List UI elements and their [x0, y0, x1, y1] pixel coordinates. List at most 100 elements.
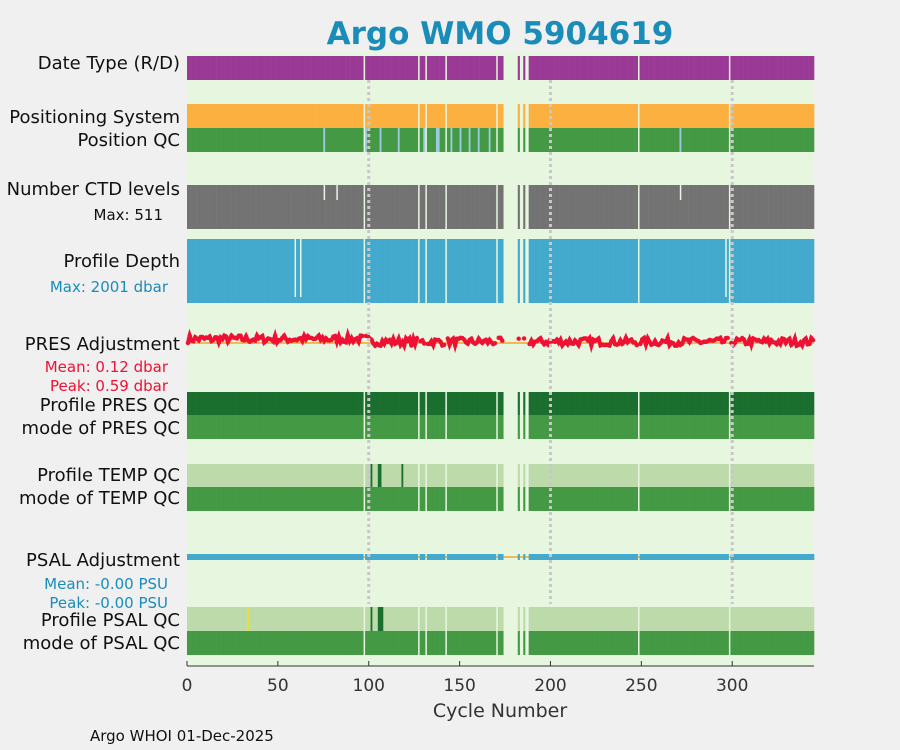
- bar-positioning-cycle-56: [288, 104, 291, 128]
- psal-adjustment-seg-203: [555, 554, 559, 560]
- bar-positioning-cycle-55: [286, 104, 290, 128]
- bar-mode_temp_qc-cycle-211: [570, 487, 573, 511]
- bar-profile_depth-cycle-21: [225, 239, 228, 303]
- bar-profile_psal_qc-cycle-51: [279, 607, 282, 631]
- bar-profile_depth-cycle-125: [414, 239, 417, 303]
- bar-date_type-cycle-157: [472, 56, 475, 80]
- bar-profile_depth-cycle-61: [297, 239, 300, 303]
- bar-mode_pres_qc-cycle-244: [630, 415, 633, 439]
- bar-mode_psal_qc-cycle-155: [468, 631, 471, 655]
- bar-profile_pres_qc-cycle-271: [679, 392, 682, 415]
- bar-date_type-cycle-159: [475, 56, 479, 80]
- bar-profile_psal_qc-cycle-204: [557, 607, 560, 631]
- bar-mode_psal_qc-cycle-273: [683, 631, 686, 655]
- bar-mode_temp_qc-cycle-226: [597, 487, 600, 511]
- psal-adjustment-seg-15: [214, 554, 217, 560]
- bar-mode_psal_qc-cycle-239: [621, 631, 624, 655]
- bar-profile_temp_qc-cycle-226: [597, 464, 600, 487]
- psal-adjustment-seg-217: [581, 554, 584, 560]
- bar-position_qc-cycle-14: [212, 128, 215, 152]
- bar-ctd_levels-cycle-333: [792, 185, 795, 229]
- bar-profile_temp_qc-cycle-134: [430, 464, 433, 487]
- bar-mode_temp_qc-cycle-25: [232, 487, 235, 511]
- bar-profile_psal_qc-cycle-120: [405, 607, 408, 631]
- bar-ctd_levels-cycle-164: [485, 185, 488, 229]
- bar-mode_temp_qc-cycle-130: [423, 487, 426, 511]
- bar-mode_psal_qc-cycle-68: [310, 631, 313, 655]
- bar-positioning-cycle-321: [770, 104, 773, 128]
- bar-profile_depth-cycle-113: [392, 239, 395, 303]
- bar-ctd_levels-cycle-294: [721, 185, 724, 229]
- bar-positioning-cycle-336: [797, 104, 800, 128]
- bar-mode_psal_qc-cycle-115: [396, 631, 399, 655]
- bar-ctd_levels-cycle-332: [790, 185, 793, 229]
- bar-positioning-cycle-297: [726, 104, 729, 128]
- bar-date_type-cycle-46: [270, 56, 273, 80]
- bar-profile_pres_qc-cycle-93: [356, 392, 359, 415]
- bar-mode_temp_qc-cycle-255: [650, 487, 653, 511]
- bar-positioning-cycle-30: [241, 104, 244, 128]
- bar-ctd_levels-cycle-263: [664, 185, 668, 229]
- bar-profile_depth-cycle-225: [595, 239, 599, 303]
- bar-profile_psal_qc-cycle-267: [672, 607, 675, 631]
- bar-profile_psal_qc-cycle-209: [566, 607, 569, 631]
- bar-positioning-cycle-42: [263, 104, 266, 128]
- bar-profile_temp_qc-cycle-301: [734, 464, 737, 487]
- bar-mode_temp_qc-cycle-0: [187, 487, 190, 511]
- bar-ctd_levels-cycle-171: [497, 185, 500, 229]
- psal-adjustment-seg-221: [588, 554, 591, 560]
- bar-mode_psal_qc-cycle-107: [381, 631, 384, 655]
- bar-positioning-cycle-333: [792, 104, 795, 128]
- bar-profile_psal_qc-cycle-83: [337, 607, 340, 631]
- psal-adjustment-seg-54: [285, 554, 288, 560]
- bar-mode_temp_qc-cycle-129: [421, 487, 424, 511]
- bar-profile_depth-cycle-227: [599, 239, 602, 303]
- bar-date_type-cycle-344: [812, 56, 815, 80]
- bar-profile_depth-cycle-315: [759, 239, 762, 303]
- bar-profile_pres_qc-cycle-310: [750, 392, 753, 415]
- bar-profile_psal_qc-cycle-182: [517, 607, 520, 631]
- bar-date_type-cycle-316: [761, 56, 764, 80]
- psal-adjustment-seg-37: [254, 554, 257, 560]
- bar-profile_temp_qc-cycle-214: [575, 464, 579, 487]
- bar-mode_psal_qc-cycle-304: [739, 631, 742, 655]
- bar-positioning-cycle-234: [612, 104, 615, 128]
- bar-positioning-cycle-169: [494, 104, 497, 128]
- bar-date_type-cycle-29: [239, 56, 242, 80]
- bar-mode_pres_qc-cycle-27: [236, 415, 239, 439]
- bar-profile_temp_qc-cycle-221: [588, 464, 591, 487]
- bar-ctd_levels-cycle-86: [343, 185, 346, 229]
- bar-profile_psal_qc-cycle-54: [285, 607, 288, 631]
- bar-profile_psal_qc-cycle-299: [730, 607, 733, 631]
- bar-mode_psal_qc-cycle-4: [194, 631, 197, 655]
- bar-date_type-cycle-35: [250, 56, 253, 80]
- psal-adjustment-seg-196: [543, 554, 546, 560]
- bar-profile_pres_qc-cycle-317: [763, 392, 766, 415]
- bar-profile_psal_qc-cycle-282: [699, 607, 702, 631]
- bar-profile_psal_qc-cycle-280: [695, 607, 698, 631]
- bar-profile_psal_qc-cycle-62: [299, 607, 302, 631]
- psal-adjustment-seg-123: [410, 554, 413, 560]
- bar-ctd_levels-cycle-68: [310, 185, 313, 229]
- psal-adjustment-seg-198: [546, 554, 549, 560]
- bar-profile_pres_qc-cycle-291: [715, 392, 718, 415]
- bar-profile_pres_qc-cycle-122: [408, 392, 411, 415]
- bar-mode_psal_qc-cycle-276: [688, 631, 691, 655]
- bar-ctd_levels-cycle-134: [430, 185, 433, 229]
- bar-profile_psal_qc-cycle-23: [228, 607, 231, 631]
- psal-adjustment-seg-51: [279, 554, 282, 560]
- bar-profile_pres_qc-cycle-74: [321, 392, 324, 415]
- bar-position_qc-cycle-225: [595, 128, 599, 152]
- bar-ctd_levels-cycle-8: [201, 185, 204, 229]
- bar-positioning-cycle-1: [188, 104, 191, 128]
- bar-profile_temp_qc-cycle-337: [799, 464, 802, 487]
- bar-mode_pres_qc-cycle-99: [366, 415, 370, 439]
- bar-mode_psal_qc-cycle-257: [654, 631, 657, 655]
- bar-profile_pres_qc-cycle-27: [236, 392, 239, 415]
- bar-position_qc-cycle-334: [794, 128, 797, 152]
- bar-ctd_levels-cycle-344: [812, 185, 815, 229]
- bar-ctd_levels-cycle-63: [301, 185, 304, 229]
- bar-profile_depth-cycle-91: [352, 239, 355, 303]
- bar-mode_pres_qc-cycle-5: [196, 415, 199, 439]
- bar-mode_pres_qc-cycle-205: [559, 415, 562, 439]
